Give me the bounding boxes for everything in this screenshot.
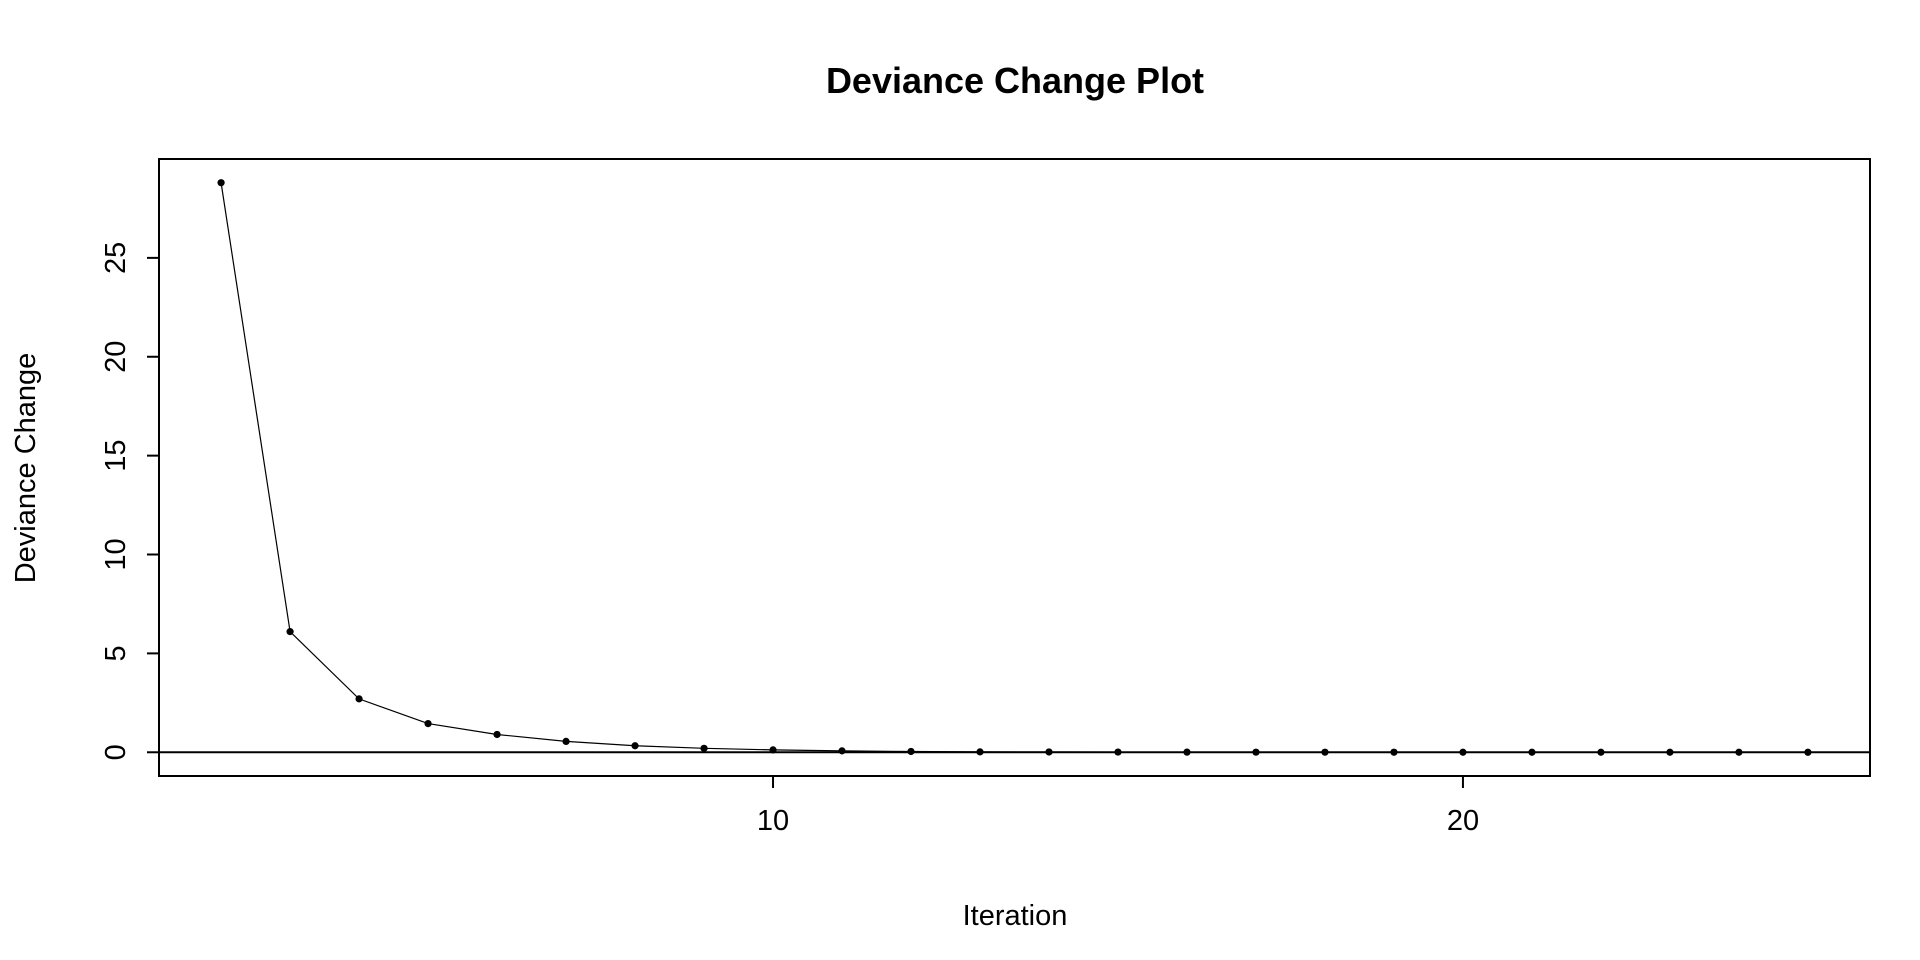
data-point [1804,748,1812,756]
series-layer [217,179,1812,756]
data-point [1183,748,1191,756]
plot-frame [158,158,1871,777]
y-tick-label: 10 [100,538,132,570]
data-point [1252,748,1260,756]
data-point [700,744,708,752]
data-point [631,742,639,750]
y-tick-label: 20 [100,341,132,373]
data-point [907,747,915,756]
x-tick-label: 20 [1447,805,1479,837]
y-tick-label: 25 [100,242,132,274]
y-tick-label: 5 [100,645,132,661]
data-point [493,730,501,739]
data-point [1390,748,1398,756]
data-point [1045,748,1053,756]
y-axis-title: Deviance Change [10,353,42,584]
data-point [1459,748,1467,756]
data-point [1114,748,1122,756]
chart-title: Deviance Change Plot [826,60,1204,101]
data-point [217,179,225,187]
data-point [1597,748,1605,756]
data-point [1666,748,1674,756]
data-point [355,695,363,703]
data-point [976,748,984,756]
y-tick-label: 15 [100,440,132,472]
data-point [1735,748,1743,756]
x-axis: 10 20 [757,776,1479,837]
series-line [220,182,1808,753]
data-point [286,628,294,636]
y-tick-label: 0 [100,744,132,760]
x-tick-label: 10 [757,805,789,837]
data-point [1528,748,1536,756]
data-point [1321,748,1329,756]
data-point [769,746,777,754]
y-axis: 0 5 10 15 20 25 [100,242,159,760]
data-point [562,737,570,745]
data-point [838,747,846,755]
x-axis-title: Iteration [963,900,1068,932]
data-point [424,719,432,728]
